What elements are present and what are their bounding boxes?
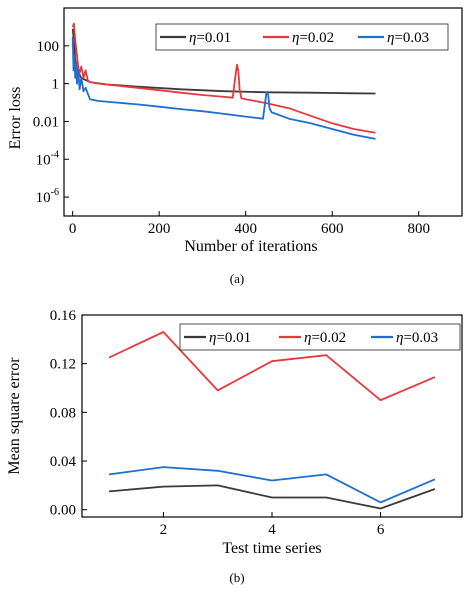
x-tick-label-b: 2	[160, 522, 168, 538]
y-tick-label-a: 10-4	[36, 149, 59, 168]
series-line-eta-0	[71, 28, 376, 95]
panel-a: 0 200 400 600 800 10-6 10-4 0.01 1 100 Number of i…	[7, 7, 463, 255]
y-tick-label-b: 0.12	[50, 357, 76, 373]
series-line-eta-2	[108, 466, 436, 504]
panel-b: 2 4 6 0.00 0.04 0.08 0.12 0.16 Test time series M…	[6, 308, 463, 557]
x-tick-label-b: 4	[268, 522, 276, 538]
y-axis-label-a: Error loss	[7, 87, 24, 150]
y-tick-label-b: 0.08	[50, 405, 76, 421]
plot-area-a	[71, 22, 376, 140]
legend-b: η=0.01 η=0.02 η=0.03	[179, 323, 461, 351]
x-axis-label-a: Number of iterations	[184, 238, 317, 255]
y-tick-label-b: 0.04	[50, 454, 77, 470]
legend-label: η=0.02	[292, 30, 334, 46]
x-tick-label-a: 800	[407, 221, 430, 237]
series-line-eta-0	[109, 484, 436, 510]
caption-a: (a)	[230, 271, 244, 286]
x-tick-label-a: 0	[69, 221, 77, 237]
legend-label: η=0.01	[209, 330, 251, 346]
x-tick-label-a: 400	[234, 221, 257, 237]
x-axis-label-b: Test time series	[222, 540, 321, 557]
legend-label: η=0.03	[396, 330, 438, 346]
legend-label: η=0.03	[387, 30, 429, 46]
legend-a: η=0.01 η=0.02 η=0.03	[155, 23, 449, 51]
x-tick-label-a: 600	[321, 221, 344, 237]
y-tick-label-a: 1	[52, 77, 60, 93]
legend-box-b	[179, 323, 461, 351]
legend-label: η=0.01	[189, 30, 231, 46]
y-tick-label-a: 100	[37, 39, 60, 55]
x-tick-label-b: 6	[377, 522, 385, 538]
y-tick-label-b: 0.00	[50, 503, 76, 519]
y-axis-label-b: Mean square error	[6, 357, 23, 475]
y-tick-label-a: 10-6	[36, 187, 59, 206]
legend-box-a	[155, 23, 449, 51]
axes-frame-a	[63, 7, 463, 217]
y-tick-label-b: 0.16	[50, 308, 77, 324]
series-line-eta-1	[71, 22, 376, 134]
y-tick-label-a: 0.01	[33, 114, 59, 130]
series-line-eta-1	[108, 331, 436, 402]
x-tick-label-a: 200	[148, 221, 171, 237]
caption-b: (b)	[229, 570, 244, 585]
legend-label: η=0.02	[304, 330, 346, 346]
series-line-eta-2	[71, 36, 376, 140]
